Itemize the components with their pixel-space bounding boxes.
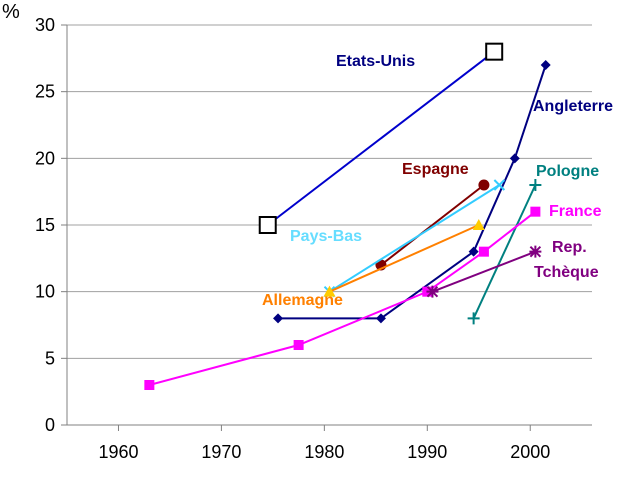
data-point-marker [375,313,386,324]
label-tcheque: Tchèque [534,264,599,281]
label-etats-unis: Etats-Unis [336,53,415,70]
y-tick-label: 0 [45,415,55,435]
data-point-marker [540,60,551,70]
series-allemagne [323,219,485,297]
data-point-marker [485,42,504,61]
series-line [328,184,500,293]
data-point-marker [273,313,284,324]
data-point-marker [478,246,489,257]
data-point-marker [323,285,336,297]
data-point-marker [478,179,490,191]
series-angleterre [273,60,551,324]
data-point-marker [467,312,480,325]
series-rep-tch-que [426,245,542,298]
label-pologne: Pologne [536,163,599,180]
series-pays-bas [323,179,506,298]
y-tick-label: 25 [35,82,55,102]
data-point-marker [493,179,506,191]
series-etats-unis [258,42,504,234]
series-line [267,50,495,226]
data-point-marker [426,285,439,298]
x-tick-label: 1960 [98,442,138,462]
x-tick-label: 1980 [304,442,344,462]
data-point-marker [468,246,479,257]
x-tick-label: 2000 [510,442,550,462]
y-unit-label: % [2,1,20,23]
series-line [472,184,537,319]
label-pays-bas: Pays-Bas [290,228,362,245]
y-tick-label: 15 [35,215,55,235]
data-point-marker [472,219,485,230]
y-tick-label: 20 [35,148,55,168]
label-espagne: Espagne [402,161,469,178]
axes [61,24,592,431]
x-tick-label: 1990 [407,442,447,462]
data-point-marker [258,216,277,234]
label-france: France [549,203,602,220]
series-pologne [467,179,542,325]
series-group [144,42,551,390]
label-rep: Rep. [552,239,587,256]
data-point-marker [529,245,542,258]
data-point-marker [529,179,542,191]
tick-labels: 0 5 10 15 20 25 30 1960 1970 1980 1990 2000 [35,15,550,462]
label-angleterre: Angleterre [533,98,613,115]
data-point-marker [530,206,541,217]
data-point-marker [144,380,155,390]
data-point-marker [509,153,520,164]
series-line [432,250,536,293]
series-line [329,224,480,293]
gridlines [67,24,592,359]
series-line [380,184,485,266]
data-point-marker [293,340,304,350]
y-tick-label: 5 [45,348,55,368]
y-tick-label: 10 [35,282,55,302]
x-tick-label: 1970 [201,442,241,462]
label-allemagne: Allemagne [262,292,343,309]
y-tick-label: 30 [35,15,55,35]
series-line [278,64,547,320]
